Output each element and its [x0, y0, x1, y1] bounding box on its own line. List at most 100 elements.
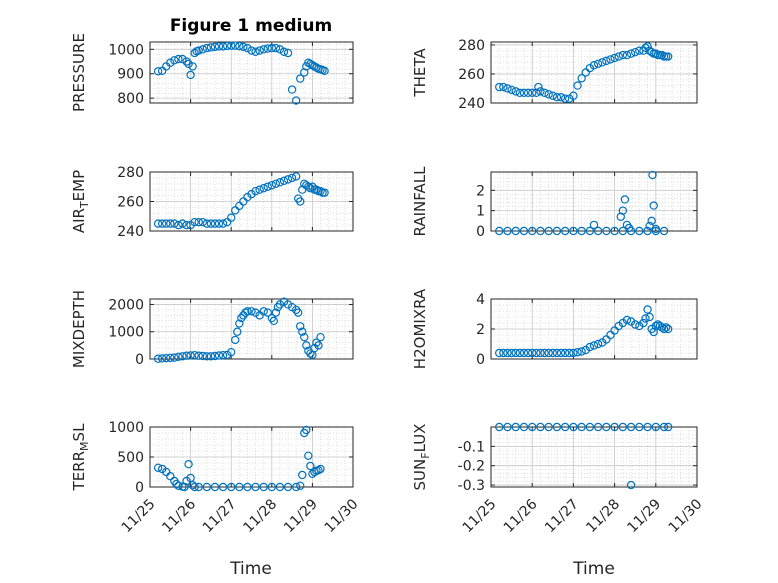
data-point — [523, 88, 533, 98]
data-point — [198, 351, 207, 361]
y-axis-label-subscript: M — [78, 441, 91, 451]
axes-box — [149, 41, 354, 104]
data-point — [610, 326, 619, 335]
data-point — [206, 219, 216, 228]
data-point — [519, 226, 529, 236]
data-point — [651, 49, 661, 58]
data-point — [157, 354, 167, 363]
data-point — [511, 87, 520, 96]
data-point — [552, 92, 562, 102]
data-point — [291, 172, 301, 181]
data-point — [166, 219, 175, 228]
data-point — [218, 482, 228, 492]
y-axis-label-main: H2OMIXRA — [411, 288, 429, 369]
data-point — [585, 226, 595, 236]
data-point — [206, 43, 216, 52]
data-point — [540, 88, 549, 98]
data-point — [515, 348, 525, 358]
data-point — [610, 422, 619, 432]
data-point — [577, 74, 586, 83]
data-point — [316, 464, 325, 474]
data-point — [279, 176, 289, 186]
data-point — [231, 335, 240, 345]
data-point — [643, 305, 652, 314]
data-point — [316, 186, 325, 196]
y-axis-label-main: MIXDEPTH — [70, 290, 88, 368]
data-point — [643, 226, 652, 236]
data-point — [157, 219, 167, 228]
data-point — [519, 348, 529, 358]
data-point — [202, 482, 212, 492]
y-axis-label-main: SUN — [411, 459, 429, 491]
data-point — [503, 422, 512, 432]
data-point — [174, 352, 183, 362]
data-point — [302, 425, 311, 435]
data-point — [283, 48, 293, 58]
y-axis-label: TERRMSL — [70, 423, 91, 492]
data-point — [626, 480, 636, 490]
data-point — [296, 322, 305, 331]
y-axis-label: PRESSURE — [70, 33, 88, 112]
data-point — [302, 341, 311, 350]
data-point — [620, 195, 630, 204]
data-point — [534, 82, 543, 92]
data-point — [308, 60, 317, 70]
data-point — [577, 226, 586, 236]
data-point — [560, 226, 570, 236]
data-point — [544, 348, 553, 358]
data-point — [552, 348, 562, 358]
y-tick-label: 240 — [117, 224, 144, 240]
data-point — [314, 466, 323, 475]
data-point — [259, 307, 268, 316]
data-point — [560, 422, 570, 432]
y-tick-label: 2 — [476, 322, 485, 338]
data-point — [618, 206, 628, 215]
y-tick-label: 260 — [117, 195, 144, 211]
data-point — [643, 42, 652, 51]
data-point — [528, 88, 537, 98]
y-axis-label-suffix: LUX — [411, 424, 429, 453]
data-point — [556, 348, 566, 358]
data-point — [194, 46, 203, 55]
data-point — [593, 226, 603, 236]
data-point — [247, 307, 256, 316]
data-point — [602, 422, 611, 432]
subplot-3: 240 260 280 AIRTEMP — [70, 165, 354, 240]
data-point — [536, 348, 545, 358]
y-tick-label: 240 — [458, 96, 485, 112]
data-point — [214, 351, 224, 360]
y-axis-label: H2OMIXRA — [411, 288, 429, 369]
data-point — [153, 67, 163, 76]
data-point — [263, 182, 272, 191]
data-point — [645, 312, 654, 322]
data-point — [178, 352, 187, 361]
data-point — [222, 41, 232, 51]
data-point — [178, 54, 187, 64]
data-point — [573, 81, 582, 90]
data-point — [162, 219, 171, 228]
data-point — [639, 318, 648, 328]
subplot-5: 0 1000 2000 MIXDEPTH — [70, 290, 354, 368]
data-point — [577, 422, 586, 432]
data-point — [661, 323, 671, 332]
data-point — [602, 335, 611, 344]
data-point — [178, 219, 187, 228]
data-point — [649, 327, 658, 337]
data-point — [606, 330, 615, 340]
data-point — [569, 91, 578, 100]
data-point — [511, 348, 520, 358]
y-tick-label: 280 — [117, 165, 144, 181]
data-point — [657, 323, 667, 332]
y-tick-label: 1000 — [108, 420, 144, 436]
data-point — [495, 422, 504, 432]
data-point — [251, 47, 260, 56]
data-point — [589, 341, 599, 350]
data-point — [226, 482, 236, 492]
subplot-6: 0 2 4 H2OMIXRA — [411, 288, 698, 369]
data-point — [548, 348, 558, 358]
data-point — [519, 88, 529, 98]
data-point — [174, 54, 183, 64]
data-point — [618, 422, 628, 432]
